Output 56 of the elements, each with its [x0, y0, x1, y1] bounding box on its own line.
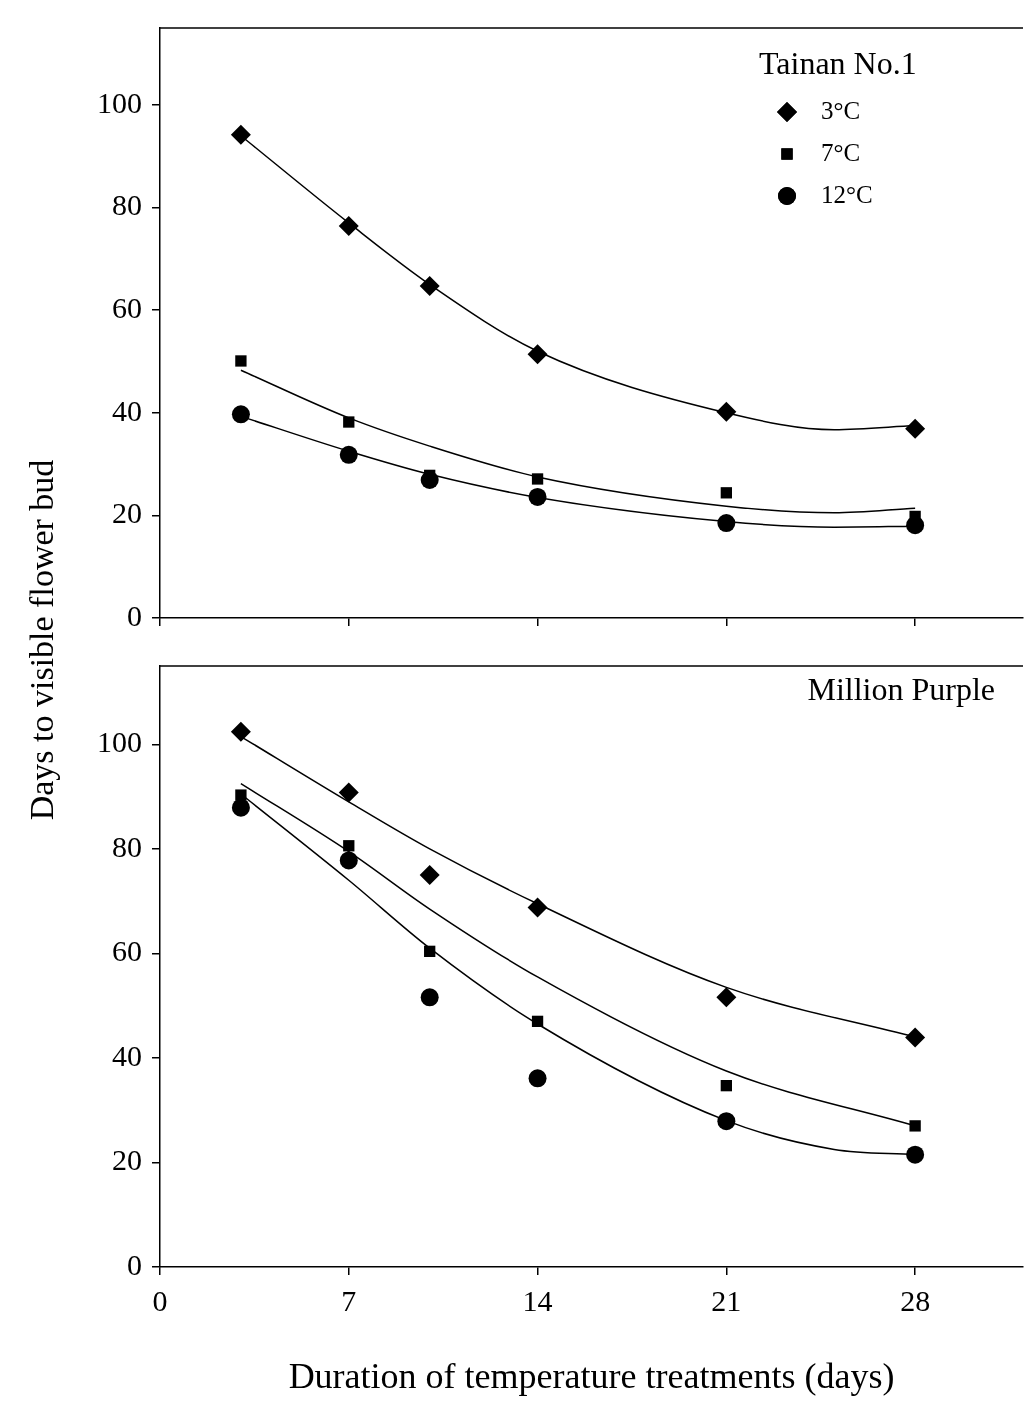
point [230, 721, 251, 742]
legend-label: 3°C [821, 96, 861, 124]
x-tick-label: 14 [522, 1283, 553, 1317]
y-tick-label: 100 [97, 85, 142, 119]
point [419, 276, 440, 297]
point [528, 487, 547, 506]
x-axis-title: Duration of temperature treatments (days) [288, 1355, 895, 1396]
annotation: Million Purple [807, 671, 995, 708]
point [527, 897, 548, 918]
point [419, 865, 440, 886]
y-tick-label: 100 [97, 725, 142, 759]
legend-label: 12°C [821, 180, 873, 208]
point [343, 840, 355, 852]
point [235, 355, 247, 367]
x-tick-label: 7 [341, 1283, 357, 1317]
point [717, 514, 736, 533]
x-tick-label: 28 [900, 1283, 931, 1317]
point [905, 1027, 926, 1048]
point [343, 416, 355, 428]
point [717, 1112, 736, 1131]
point [716, 401, 737, 422]
point [420, 988, 439, 1007]
point [720, 1080, 732, 1092]
point [231, 405, 250, 424]
y-tick-label: 80 [112, 188, 142, 222]
y-tick-label: 0 [127, 598, 142, 632]
point [231, 798, 250, 817]
point [716, 987, 737, 1008]
point [909, 1120, 921, 1132]
y-tick-label: 60 [112, 934, 142, 968]
point [720, 487, 732, 499]
x-tick-label: 0 [152, 1283, 168, 1317]
point [230, 124, 251, 145]
point [528, 1069, 547, 1088]
legend-label: 7°C [821, 138, 861, 166]
point [338, 782, 359, 803]
point [338, 216, 359, 237]
y-tick-label: 20 [112, 496, 142, 530]
y-tick-label: 40 [112, 1038, 142, 1072]
y-tick-label: 0 [127, 1247, 142, 1281]
y-tick-label: 20 [112, 1143, 142, 1177]
point [906, 1145, 925, 1164]
point [339, 445, 358, 464]
point [531, 473, 544, 485]
point [527, 344, 548, 365]
y-tick-label: 80 [112, 829, 142, 863]
point [905, 418, 926, 439]
point [235, 789, 247, 801]
point [531, 1015, 544, 1028]
point [339, 851, 358, 870]
legend-title: Tainan No.1 [759, 45, 917, 82]
point [424, 945, 436, 957]
y-axis-title: Days to visible flower bud [23, 459, 61, 821]
y-tick-label: 60 [112, 291, 142, 325]
y-tick-label: 40 [112, 393, 142, 427]
x-tick-label: 21 [711, 1283, 742, 1317]
